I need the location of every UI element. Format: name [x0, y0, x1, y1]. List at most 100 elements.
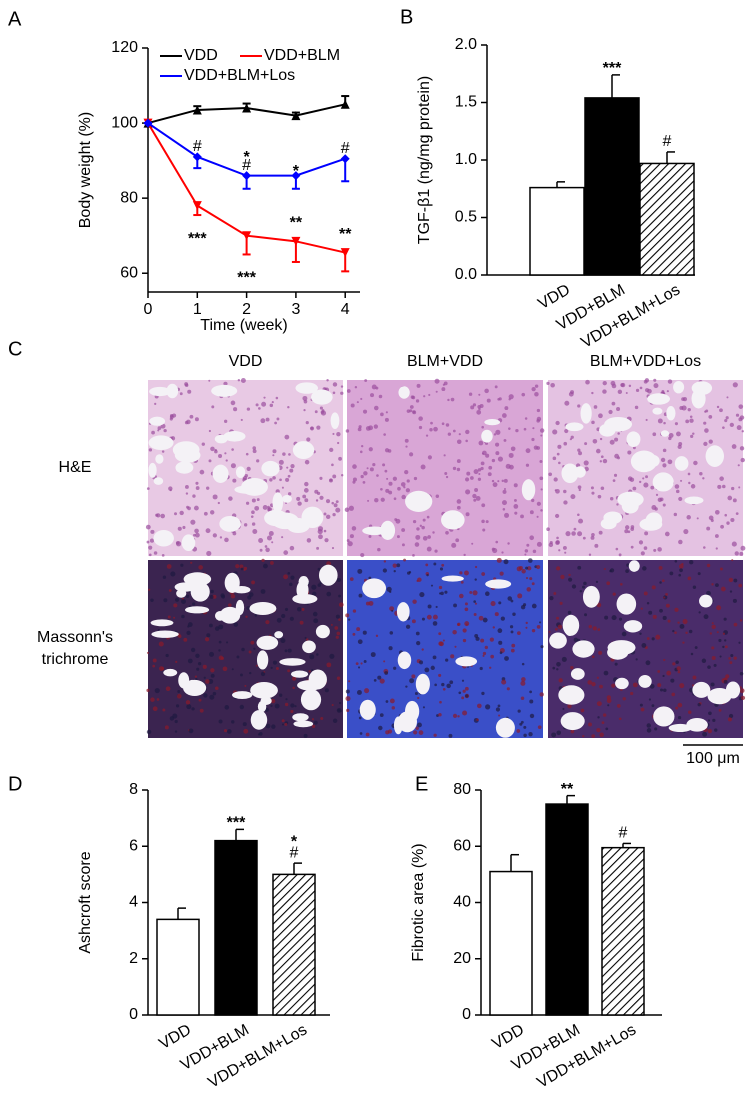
tissue-dot	[477, 468, 482, 472]
tissue-dot	[534, 392, 539, 397]
tissue-dot	[445, 423, 450, 427]
tissue-dot	[438, 673, 442, 677]
tissue-dot	[316, 491, 321, 495]
tissue-dot	[688, 710, 692, 715]
tissue-dot	[662, 503, 666, 507]
alveolus	[148, 462, 157, 478]
tissue-dot	[203, 693, 208, 698]
alveolus	[187, 679, 198, 692]
tissue-dot	[657, 670, 661, 673]
tissue-dot	[548, 630, 551, 633]
tissue-dot	[651, 504, 657, 510]
tissue-dot	[253, 647, 256, 650]
tissue-dot	[555, 566, 561, 571]
tissue-dot	[324, 688, 329, 693]
tissue-dot	[681, 405, 687, 411]
tissue-dot	[732, 382, 738, 388]
tissue-dot	[456, 459, 461, 464]
tissue-dot	[333, 503, 338, 508]
tissue-dot	[578, 518, 584, 524]
tissue-dot	[358, 716, 362, 720]
tissue-dot	[591, 655, 595, 659]
tissue-dot	[352, 609, 357, 613]
tissue-dot	[210, 668, 215, 673]
tissue-dot	[682, 641, 685, 644]
tissue-dot	[330, 623, 333, 626]
tissue-dot	[577, 448, 581, 452]
tissue-dot	[562, 707, 565, 710]
tissue-dot	[316, 425, 321, 430]
tissue-dot	[717, 484, 722, 489]
tissue-dot	[690, 484, 696, 489]
alveolus	[211, 384, 238, 397]
tissue-dot	[593, 405, 598, 409]
y-tick-label: 8	[129, 781, 138, 798]
tissue-dot	[439, 700, 442, 704]
tissue-dot	[422, 518, 426, 522]
tissue-dot	[687, 576, 692, 581]
tissue-dot	[583, 460, 589, 466]
tissue-dot	[255, 403, 259, 407]
y-axis-label: Ashcroft score	[77, 851, 94, 953]
tissue-dot	[592, 438, 598, 444]
alveolus	[521, 479, 536, 501]
tissue-dot	[190, 519, 196, 525]
tissue-dot	[469, 590, 473, 594]
tissue-dot	[174, 719, 178, 724]
tissue-dot	[738, 641, 741, 644]
tissue-dot	[507, 596, 513, 601]
tissue-dot	[528, 732, 533, 737]
tissue-dot	[471, 542, 474, 545]
tissue-dot	[284, 434, 290, 440]
tissue-dot	[555, 628, 558, 631]
tissue-dot	[339, 710, 342, 713]
y-tick-label: 1.0	[455, 151, 477, 168]
tissue-dot	[688, 629, 693, 634]
tissue-dot	[309, 654, 315, 660]
tissue-dot	[724, 513, 728, 517]
tissue-dot	[498, 640, 503, 645]
tissue-dot	[182, 525, 186, 530]
micrograph	[145, 378, 344, 557]
bar	[489, 870, 533, 1016]
tissue-dot	[331, 463, 334, 467]
tissue-dot	[287, 648, 292, 653]
alveolus	[261, 460, 280, 477]
tissue-dot	[676, 431, 681, 437]
tissue-dot	[360, 552, 365, 558]
alveolus	[558, 685, 585, 705]
tissue-dot	[290, 709, 294, 714]
tissue-dot	[570, 435, 574, 439]
alveolus	[290, 670, 309, 678]
tissue-dot	[224, 705, 230, 710]
tissue-dot	[388, 646, 393, 651]
tissue-dot	[169, 414, 174, 418]
tissue-dot	[248, 650, 252, 654]
alveolus	[626, 431, 641, 447]
tissue-dot	[635, 658, 638, 661]
tissue-dot	[287, 669, 291, 673]
tissue-dot	[654, 727, 658, 731]
tissue-dot	[296, 607, 302, 612]
tissue-dot	[368, 447, 373, 452]
tissue-dot	[556, 730, 562, 736]
tissue-dot	[371, 384, 377, 390]
tissue-dot	[599, 684, 603, 689]
alveolus	[666, 405, 676, 421]
tissue-dot	[346, 539, 350, 542]
tissue-dot	[393, 666, 397, 670]
tissue-dot	[162, 708, 166, 712]
tissue-dot	[394, 518, 398, 521]
tissue-dot	[523, 427, 527, 431]
tissue-dot	[413, 730, 418, 735]
tissue-dot	[665, 603, 670, 608]
tissue-dot	[427, 455, 432, 460]
tissue-dot	[740, 545, 746, 551]
alveolus	[692, 681, 711, 698]
tissue-dot	[259, 548, 263, 552]
tissue-dot	[707, 729, 712, 734]
alveolus	[190, 581, 210, 602]
tissue-dot	[559, 601, 563, 605]
tissue-dot	[740, 695, 746, 701]
marker	[340, 99, 350, 109]
